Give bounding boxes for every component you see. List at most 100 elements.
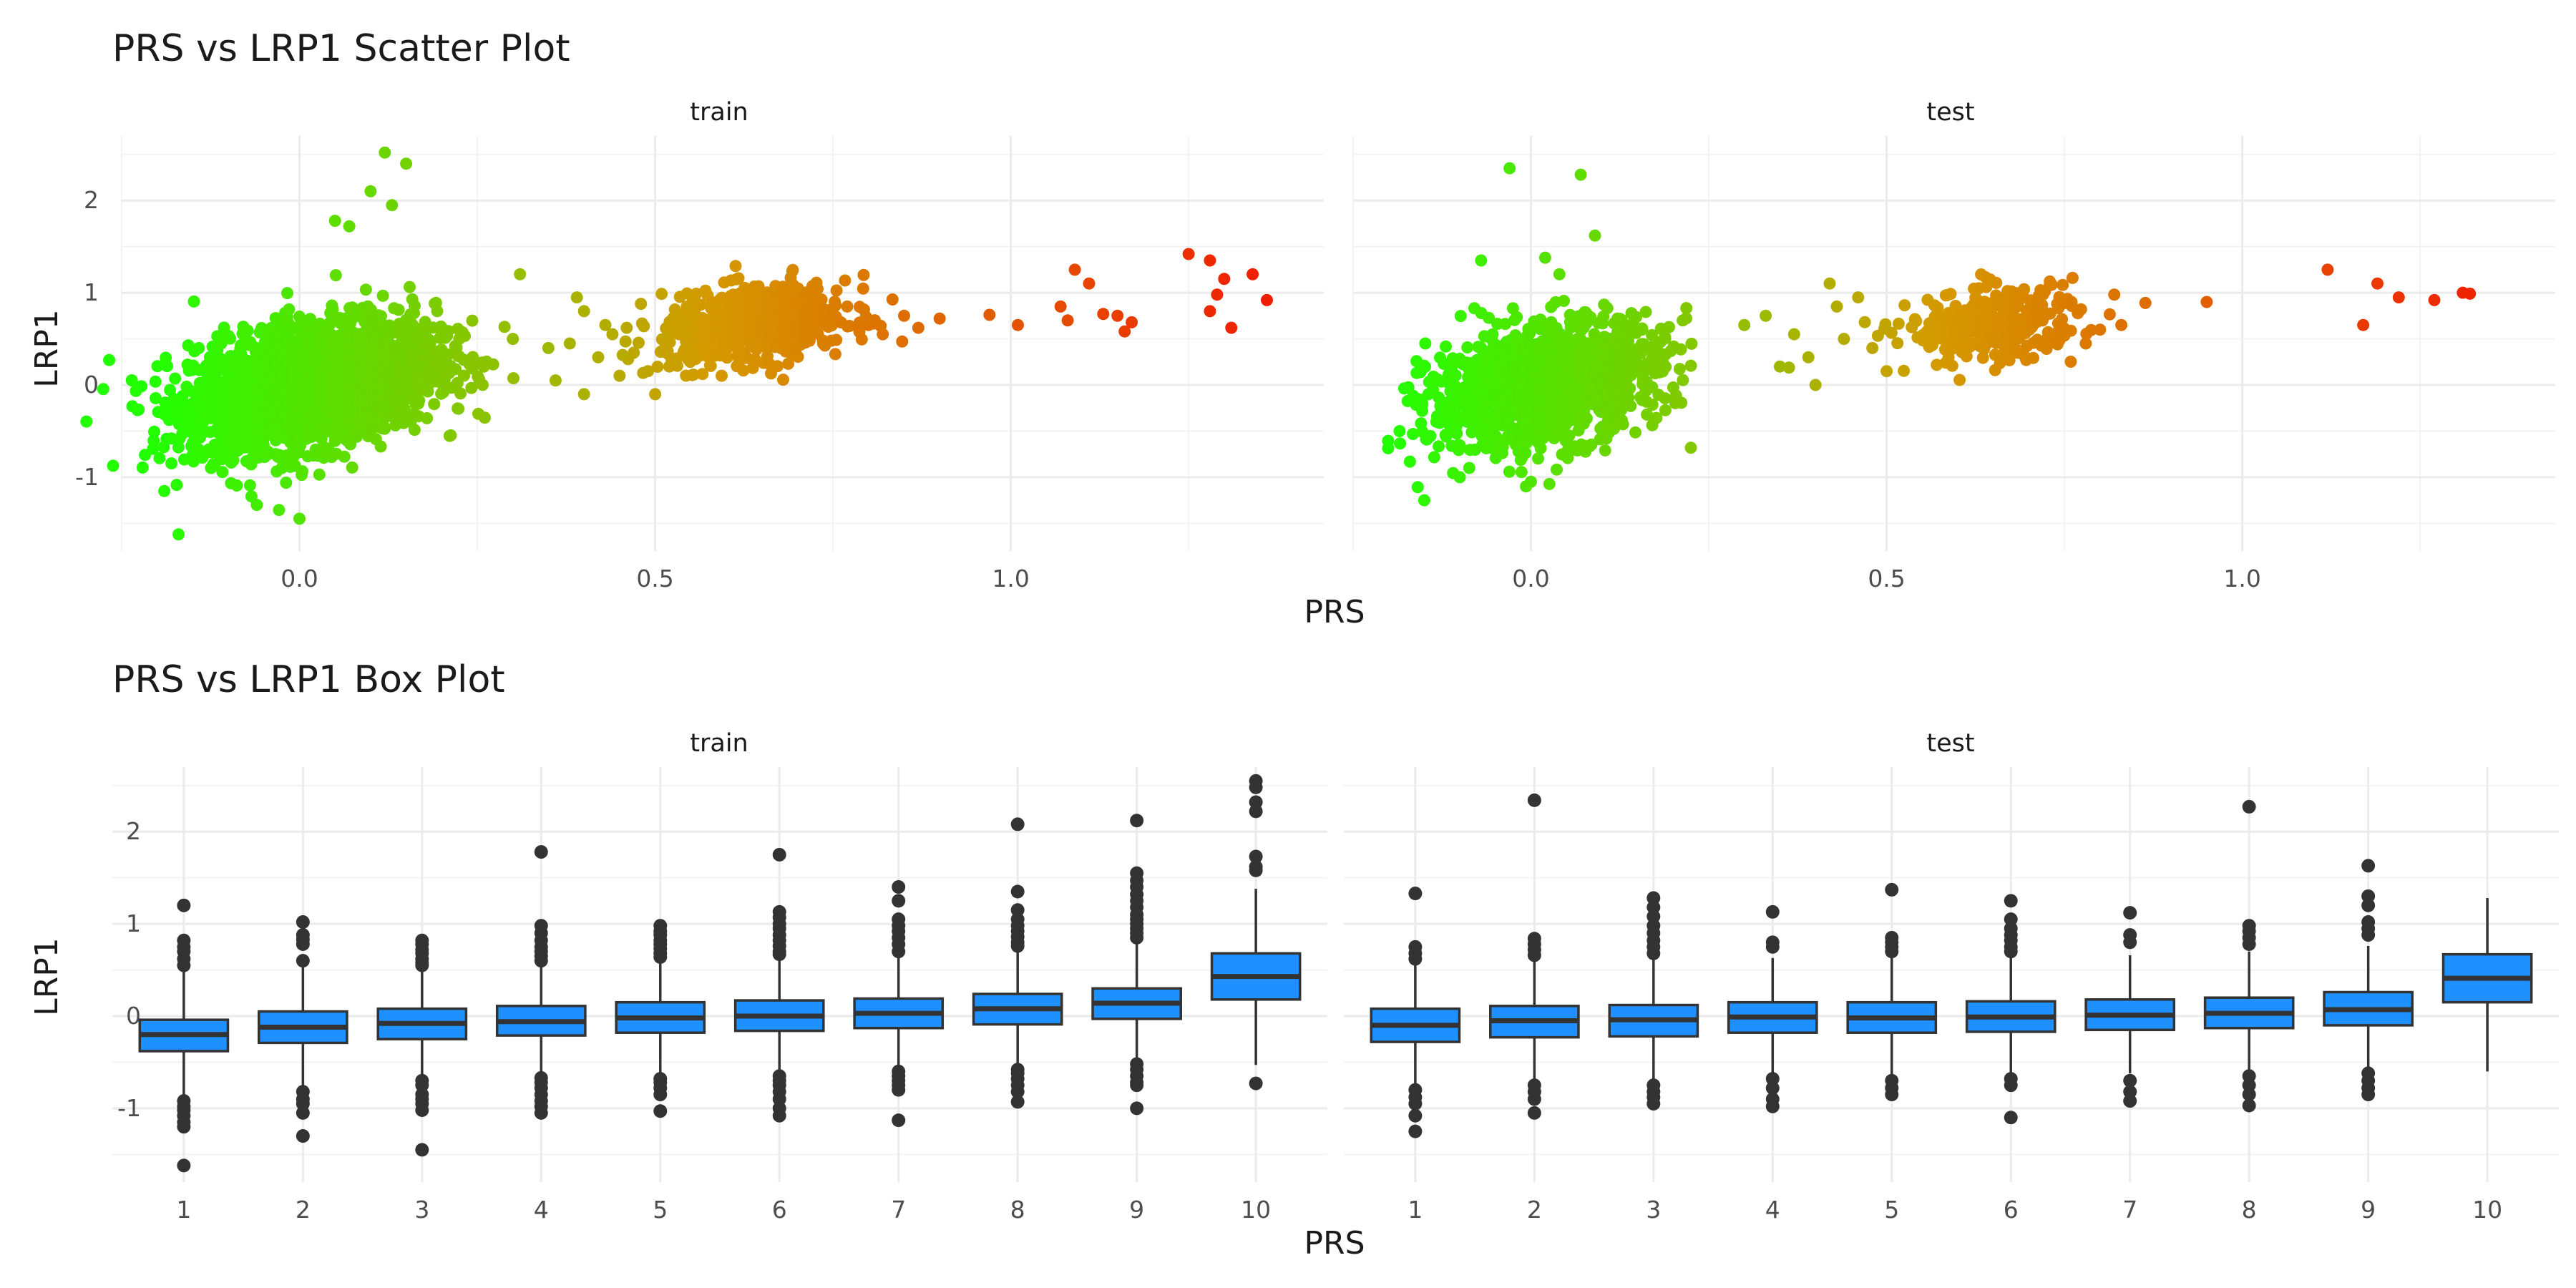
scatter-point bbox=[379, 422, 391, 435]
scatter-point bbox=[1393, 425, 1406, 437]
scatter-point bbox=[107, 459, 119, 472]
scatter-point bbox=[1068, 263, 1081, 276]
scatter-point bbox=[1601, 302, 1614, 315]
scatter-point bbox=[255, 322, 268, 334]
scatter-point bbox=[638, 320, 650, 333]
scatter-point bbox=[896, 335, 909, 348]
scatter-point bbox=[2018, 283, 2031, 296]
scatter-point bbox=[635, 298, 648, 311]
scatter-point bbox=[1461, 341, 1474, 353]
scatter-point bbox=[2094, 323, 2107, 336]
scatter-point bbox=[1553, 268, 1566, 280]
y-tick-label: 1 bbox=[84, 278, 99, 306]
scatter-point bbox=[1411, 481, 1424, 494]
scatter-point bbox=[1782, 361, 1795, 374]
scatter-point bbox=[479, 411, 491, 424]
scatter-point bbox=[1182, 248, 1195, 260]
scatter-point bbox=[1454, 310, 1467, 323]
scatter-point bbox=[1419, 361, 1432, 373]
scatter-point bbox=[273, 504, 286, 517]
scatter-point bbox=[1581, 412, 1593, 425]
scatter-point bbox=[886, 293, 899, 306]
scatter-point bbox=[577, 305, 590, 318]
scatter-point bbox=[1403, 455, 1416, 468]
scatter-point bbox=[313, 468, 326, 481]
box-outlier bbox=[177, 958, 191, 972]
scatter-plot-title: PRS vs LRP1 Scatter Plot bbox=[112, 27, 570, 70]
scatter-point bbox=[1589, 229, 1601, 242]
scatter-point bbox=[386, 199, 399, 212]
x-tick-label: 7 bbox=[891, 1196, 906, 1224]
x-tick-label: 8 bbox=[1010, 1196, 1025, 1224]
scatter-point bbox=[1809, 379, 1822, 391]
scatter-point bbox=[1738, 318, 1751, 331]
scatter-point bbox=[1475, 254, 1488, 267]
scatter-point bbox=[1946, 359, 1958, 372]
scatter-point bbox=[830, 333, 843, 346]
scatter-point bbox=[1659, 404, 1672, 416]
scatter-point bbox=[374, 440, 387, 453]
scatter-point bbox=[1503, 465, 1516, 478]
scatter-point bbox=[192, 342, 205, 354]
scatter-point bbox=[1061, 314, 1074, 327]
scatter-point bbox=[338, 450, 351, 463]
x-tick-label: 0.5 bbox=[636, 565, 673, 592]
box-x-axis-title: PRS bbox=[1304, 1225, 1365, 1262]
scatter-point bbox=[2200, 296, 2213, 308]
scatter-point bbox=[1428, 451, 1440, 464]
scatter-point bbox=[164, 384, 177, 396]
x-tick-label: 10 bbox=[1241, 1196, 1271, 1224]
scatter-point bbox=[1891, 337, 1904, 350]
scatter-point bbox=[409, 299, 421, 312]
scatter-point bbox=[1898, 364, 1911, 377]
box-strip-train: train bbox=[690, 729, 748, 758]
scatter-point bbox=[293, 512, 306, 525]
scatter-point bbox=[283, 303, 296, 316]
scatter-point bbox=[408, 424, 421, 436]
scatter-point bbox=[135, 380, 148, 393]
scatter-point bbox=[296, 465, 308, 478]
scatter-point bbox=[498, 321, 511, 333]
scatter-point bbox=[170, 479, 183, 492]
scatter-point bbox=[1830, 300, 1843, 313]
scatter-strip-test: test bbox=[1926, 98, 1974, 127]
scatter-point bbox=[898, 309, 910, 322]
scatter-point bbox=[216, 466, 229, 479]
scatter-point bbox=[507, 372, 519, 385]
scatter-point bbox=[1684, 441, 1697, 454]
scatter-point bbox=[2045, 278, 2058, 291]
scatter-point bbox=[1534, 441, 1547, 454]
scatter-point bbox=[1532, 452, 1544, 465]
scatter-point bbox=[132, 404, 145, 416]
scatter-point bbox=[1852, 291, 1865, 304]
scatter-point bbox=[326, 303, 339, 316]
scatter-point bbox=[2357, 318, 2370, 331]
scatter-point bbox=[912, 321, 924, 334]
scatter-point bbox=[1418, 494, 1430, 507]
scatter-point bbox=[103, 353, 116, 366]
scatter-point bbox=[161, 360, 173, 373]
scatter-point bbox=[1823, 277, 1836, 290]
x-tick-label: 9 bbox=[1129, 1196, 1144, 1224]
scatter-point bbox=[2064, 324, 2077, 337]
scatter-point bbox=[1953, 374, 1966, 386]
scatter-point bbox=[359, 283, 372, 296]
scatter-point bbox=[1574, 168, 1587, 181]
scatter-point bbox=[169, 372, 182, 385]
box-outlier bbox=[177, 1120, 191, 1134]
x-tick-label: 1.0 bbox=[2223, 565, 2260, 592]
scatter-point bbox=[1866, 341, 1879, 354]
y-tick-label: -1 bbox=[117, 1094, 141, 1122]
scatter-point bbox=[1898, 299, 1911, 312]
scatter-point bbox=[2027, 351, 2039, 364]
scatter-point bbox=[392, 303, 405, 316]
scatter-point bbox=[2057, 278, 2069, 291]
scatter-point bbox=[149, 375, 162, 388]
scatter-point bbox=[227, 454, 240, 467]
scatter-point bbox=[176, 390, 189, 403]
scatter-point bbox=[2064, 356, 2077, 368]
scatter-point bbox=[855, 333, 868, 346]
scatter-point bbox=[1246, 268, 1259, 280]
scatter-point bbox=[80, 415, 93, 428]
